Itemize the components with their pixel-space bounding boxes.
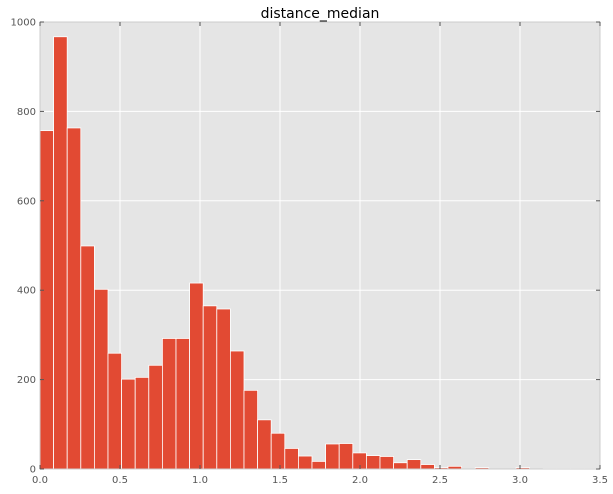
histogram-bar bbox=[80, 245, 95, 470]
y-tick-label: 1000 bbox=[11, 18, 36, 29]
histogram-bar bbox=[325, 443, 340, 470]
histogram-bar bbox=[311, 461, 327, 470]
histogram-bar bbox=[216, 308, 231, 470]
histogram-bar bbox=[134, 376, 150, 470]
y-tick-label: 400 bbox=[17, 286, 36, 297]
histogram-bar bbox=[148, 364, 163, 470]
histogram-bar bbox=[66, 127, 82, 470]
x-tick-label: 1.0 bbox=[192, 475, 208, 486]
histogram-bar bbox=[53, 36, 68, 470]
histogram-bar bbox=[189, 282, 204, 470]
x-tick-label: 0.5 bbox=[112, 475, 128, 486]
x-tick-label: 2.0 bbox=[352, 475, 368, 486]
histogram-bar bbox=[161, 338, 177, 470]
histogram-bar bbox=[39, 130, 55, 470]
plot-frame bbox=[39, 21, 601, 470]
x-tick-label: 0.0 bbox=[32, 475, 48, 486]
histogram-bar bbox=[121, 378, 136, 470]
axis-ticks: 0.0 0.5 1.0 1.5 2.0 2.5 3.0 3.5 0 200 400 600 800 100… bbox=[11, 18, 608, 487]
histogram-bar bbox=[365, 455, 381, 470]
x-tick-label: 3.0 bbox=[512, 475, 528, 486]
y-tick-label: 800 bbox=[17, 107, 36, 118]
x-tick-label: 2.5 bbox=[432, 475, 448, 486]
x-tick-label: 1.5 bbox=[272, 475, 288, 486]
histogram-bar bbox=[406, 459, 422, 470]
histogram-bar bbox=[379, 456, 395, 470]
histogram-bar bbox=[270, 432, 286, 470]
histogram-bar bbox=[229, 350, 245, 470]
histogram-bar bbox=[175, 338, 190, 470]
histogram-bar bbox=[393, 462, 408, 470]
y-tick-label: 600 bbox=[17, 196, 36, 207]
histogram-bar bbox=[338, 443, 354, 470]
chart-title: distance_median bbox=[261, 6, 380, 22]
histogram-bar bbox=[107, 352, 122, 470]
histogram-bar bbox=[284, 448, 299, 470]
histogram-bar bbox=[420, 464, 435, 470]
histogram-bar bbox=[243, 389, 258, 470]
histogram-bar bbox=[257, 419, 272, 470]
histogram-bar bbox=[297, 455, 313, 470]
y-tick-label: 200 bbox=[17, 375, 36, 386]
y-tick-label: 0 bbox=[30, 465, 36, 476]
histogram-bar bbox=[202, 305, 218, 470]
x-tick-label: 3.5 bbox=[592, 475, 608, 486]
histogram-bar bbox=[94, 288, 109, 470]
